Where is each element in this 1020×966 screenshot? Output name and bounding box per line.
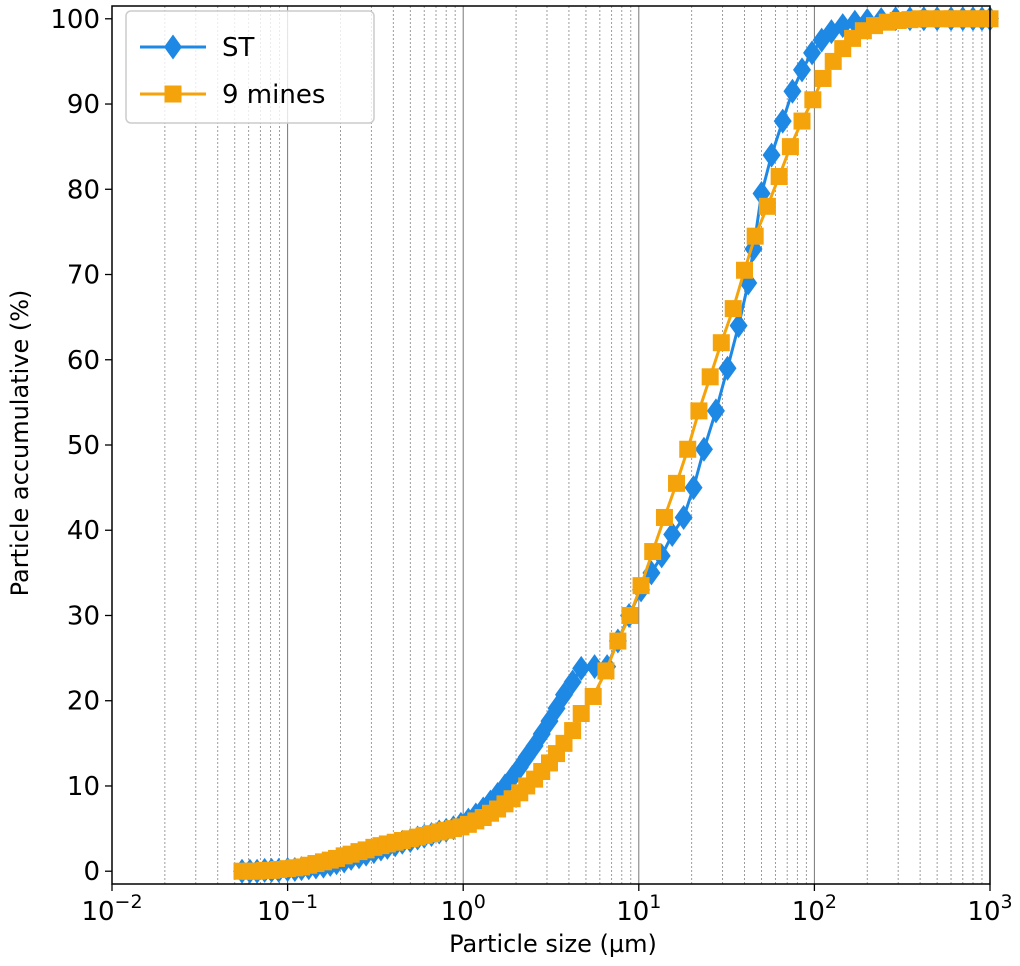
data-point xyxy=(555,734,573,752)
data-point xyxy=(824,52,842,70)
series-0 xyxy=(233,6,999,884)
data-point xyxy=(718,355,737,381)
y-axis-title: Particle accumulative (%) xyxy=(6,290,34,597)
data-point xyxy=(674,504,693,530)
data-point xyxy=(706,398,725,424)
data-point xyxy=(770,167,788,185)
grid-lines xyxy=(164,6,983,884)
legend: ST 9 mines xyxy=(125,10,375,124)
y-tick-label: 90 xyxy=(67,90,100,120)
data-point xyxy=(814,69,832,87)
x-tick-label: 10−2 xyxy=(81,891,142,927)
y-tick-label: 80 xyxy=(67,175,100,205)
data-point xyxy=(684,475,703,501)
data-point xyxy=(783,78,802,104)
data-point xyxy=(597,662,615,680)
data-point xyxy=(736,261,754,279)
data-point xyxy=(690,402,708,420)
y-tick-label: 70 xyxy=(67,261,100,291)
data-point xyxy=(496,773,515,799)
legend-item-st xyxy=(140,34,206,60)
data-point xyxy=(563,669,582,695)
data-point xyxy=(694,436,713,462)
data-point xyxy=(701,368,719,386)
x-tick-label: 10−1 xyxy=(257,891,318,927)
data-point xyxy=(804,91,822,109)
data-point xyxy=(572,655,591,681)
x-tick-label: 101 xyxy=(616,891,661,927)
data-point xyxy=(572,705,590,723)
data-point xyxy=(781,138,799,156)
data-point xyxy=(632,577,650,595)
x-axis-title: Particle size (µm) xyxy=(449,930,657,958)
data-point xyxy=(793,57,812,83)
data-point xyxy=(803,40,822,66)
y-tick-label: 20 xyxy=(67,687,100,717)
series-line xyxy=(242,17,990,873)
data-point xyxy=(644,543,662,561)
axis-ticks: 10−2 10−1 100 101 102 103 0 10 20 30 40 50 60 70 80 90 1… xyxy=(50,5,1012,927)
data-point xyxy=(564,722,582,740)
series-layer xyxy=(233,6,999,884)
data-point xyxy=(679,440,697,458)
data-point xyxy=(668,474,686,492)
legend-item-9-mines xyxy=(140,85,206,103)
y-tick-label: 60 xyxy=(67,346,100,376)
series-line xyxy=(242,17,990,873)
data-point xyxy=(655,508,673,526)
legend-marker xyxy=(164,34,182,60)
legend-marker xyxy=(164,85,182,103)
y-tick-label: 10 xyxy=(67,772,100,802)
x-tick-label: 102 xyxy=(792,891,837,927)
data-point xyxy=(609,632,627,650)
data-point xyxy=(729,313,748,339)
data-point xyxy=(773,108,792,134)
legend-label-9-mines: 9 mines xyxy=(222,80,325,110)
data-point xyxy=(621,606,639,624)
data-point xyxy=(663,522,682,548)
data-point xyxy=(584,687,602,705)
series-1 xyxy=(233,10,999,880)
data-point xyxy=(746,227,764,245)
data-point xyxy=(793,112,811,130)
y-tick-label: 50 xyxy=(67,431,100,461)
legend-label-st: ST xyxy=(222,33,255,63)
data-point xyxy=(758,197,776,215)
x-tick-label: 103 xyxy=(967,891,1012,927)
y-tick-label: 40 xyxy=(67,516,100,546)
data-point xyxy=(724,300,742,318)
y-tick-label: 30 xyxy=(67,601,100,631)
x-tick-label: 100 xyxy=(441,891,486,927)
data-point xyxy=(762,142,781,168)
y-tick-label: 100 xyxy=(50,5,100,35)
y-tick-label: 0 xyxy=(83,857,100,887)
data-point xyxy=(712,334,730,352)
